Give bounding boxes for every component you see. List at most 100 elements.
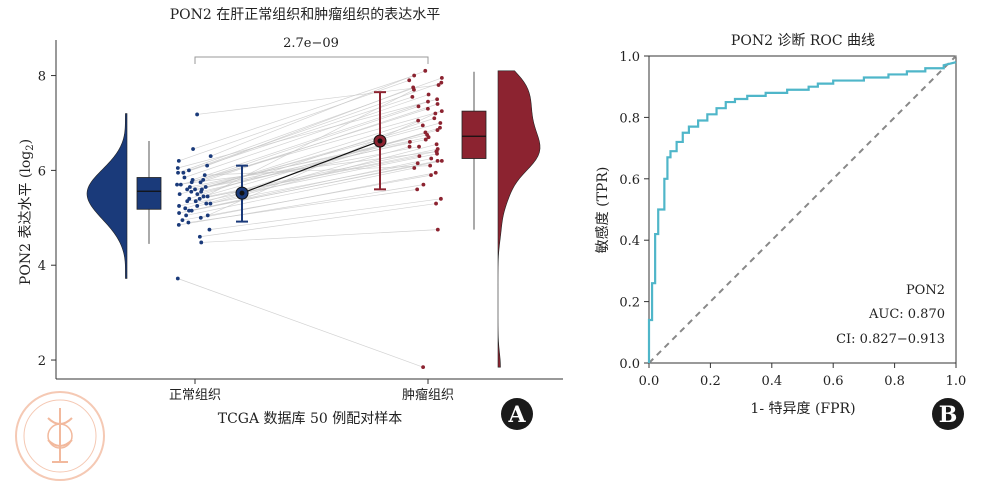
paired-line [197,84,439,115]
normal-point [189,189,194,194]
ci-label: CI: 0.827−0.913 [836,332,945,347]
tumor-point [435,159,440,163]
b-y-tick-label: 0.2 [619,296,640,311]
tumor-point [434,149,439,154]
tumor-point [428,163,433,168]
paired-line [192,101,429,181]
paired-line [177,98,438,169]
paired-line [189,136,429,188]
normal-point [187,208,191,213]
b-x-tick-label: 0.4 [761,374,782,389]
normal-point [205,213,210,218]
normal-point [198,215,203,220]
chart-a-axes [55,40,563,380]
normal-point [207,227,212,232]
tumor-point [438,125,442,130]
b-y-tick-label: 0.4 [619,234,640,249]
normal-box [136,177,162,210]
normal-point [199,240,204,245]
b-y-tick-label: 0.8 [619,111,640,126]
tumor-point [415,187,420,192]
normal-point [186,220,191,225]
normal-point [177,204,181,208]
normal-point [177,192,182,196]
chart-b-xlabel: 1- 特异度 (FPR) [750,401,855,417]
tumor-point [439,109,444,114]
paired-line [176,151,437,185]
normal-point [208,201,213,206]
normal-point [201,177,206,182]
tumor-point [416,104,421,109]
normal-mean-dot [239,190,245,196]
chart-a-xlabel: TCGA 数据库 50 例配对样本 [218,411,403,427]
tumor-point [433,170,438,175]
tumor-point [423,137,428,142]
sample-points [175,68,444,370]
mean-markers [235,91,387,223]
tumor-point [438,121,443,125]
paired-line [209,198,441,230]
tumor-point [439,159,444,163]
normal-point [176,170,180,175]
normal-point [203,185,208,189]
normal-point [182,175,187,180]
normal-point [176,159,181,163]
paired-line [200,103,438,183]
y-tick-labels: 2 4 6 8 [38,70,56,369]
paired-line [206,87,414,166]
b-y-tick-label: 0.0 [619,357,640,372]
y-tick-label: 6 [38,164,46,179]
roc-curve-pon2 [647,61,957,363]
x-tick-label: 正常组织 [169,388,221,403]
tumor-point [429,173,433,178]
tumor-point [407,78,412,83]
significance-bracket: 2.7e−09 [194,36,429,64]
tumor-point [432,116,437,121]
normal-point [198,180,203,185]
normal-point [189,180,194,185]
normal-point [197,234,202,239]
paired-line [183,96,413,174]
boxplots [136,71,487,244]
normal-point [177,211,181,215]
panel-label-a: A [501,398,533,430]
normal-point [195,192,200,196]
paired-line [177,77,442,174]
normal-point [183,206,188,211]
b-y-tick-label: 1.0 [619,50,640,65]
normal-point [195,112,200,117]
b-y-tick-labels: 0.0 0.2 0.4 0.6 0.8 1.0 [619,50,640,372]
tumor-point [434,201,438,206]
normal-point [195,204,200,208]
tumor-box [461,110,487,159]
association-seal [15,391,105,481]
tumor-point [416,118,421,123]
tumor-point [433,111,438,116]
legend-name: PON2 [906,283,945,298]
y-tick-label: 4 [38,259,46,274]
paired-line [197,129,438,195]
svg-text:B: B [939,402,958,428]
paired-line [201,120,419,190]
tumor-point [412,73,417,78]
tumor-point [407,144,412,149]
paired-line [178,79,410,162]
paired-line [192,75,415,150]
plot-frame [648,55,957,364]
paired-line [185,127,441,209]
chart-a-title: PON2 在肝正常组织和肿瘤组织的表达水平 [170,6,441,23]
tumor-point [434,142,439,147]
normal-point [205,194,210,199]
normal-point [187,168,191,173]
tumor-point [426,99,430,104]
normal-point [175,182,179,187]
tumor-point [411,85,416,90]
normal-point [175,276,180,281]
normal-point [185,199,190,204]
paired-line [180,110,442,185]
chart-b-ylabel: 敏感度 (TPR) [594,167,611,254]
normal-point [193,187,197,192]
normal-point [197,196,202,201]
normal-point [185,187,190,192]
tumor-point [417,154,422,159]
